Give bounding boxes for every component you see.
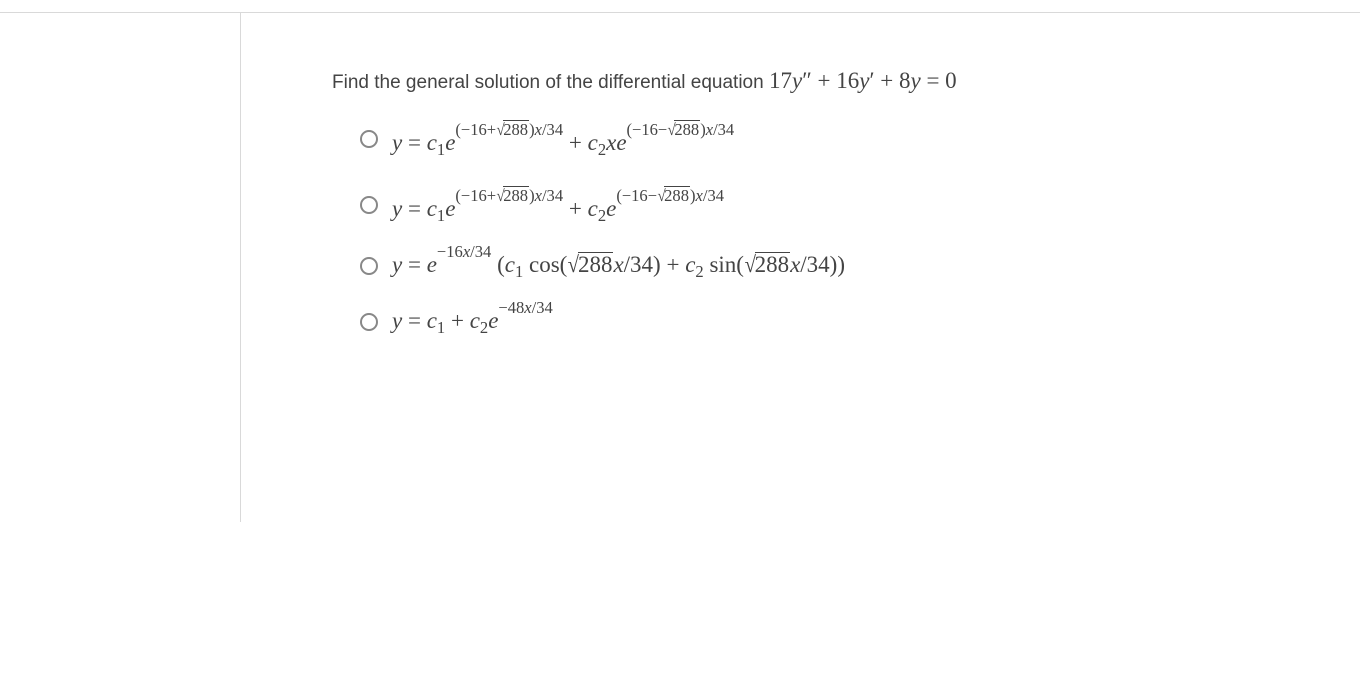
option-c[interactable]: y = e−16x/34 (c1 cos(√288x/34) + c2 sin(… bbox=[360, 252, 1292, 278]
option-d[interactable]: y = c1 + c2e−48x/34 bbox=[360, 308, 1292, 334]
option-a[interactable]: y = c1e(−16+√288)x/34 + c2xe(−16−√288)x/… bbox=[360, 120, 1292, 156]
option-c-math: y = e−16x/34 (c1 cos(√288x/34) + c2 sin(… bbox=[392, 252, 845, 278]
option-a-math: y = c1e(−16+√288)x/34 + c2xe(−16−√288)x/… bbox=[392, 120, 734, 156]
prompt-text: Find the general solution of the differe… bbox=[332, 72, 769, 93]
question-block: Find the general solution of the differe… bbox=[332, 68, 1292, 364]
prompt-equation: 17y″ + 16y′ + 8y = 0 bbox=[769, 68, 957, 93]
options-list: y = c1e(−16+√288)x/34 + c2xe(−16−√288)x/… bbox=[360, 120, 1292, 334]
radio-icon[interactable] bbox=[360, 196, 378, 214]
option-d-math: y = c1 + c2e−48x/34 bbox=[392, 308, 553, 334]
radio-icon[interactable] bbox=[360, 130, 378, 148]
question-prompt: Find the general solution of the differe… bbox=[332, 68, 1292, 94]
option-b[interactable]: y = c1e(−16+√288)x/34 + c2e(−16−√288)x/3… bbox=[360, 186, 1292, 222]
radio-icon[interactable] bbox=[360, 313, 378, 331]
left-divider bbox=[240, 12, 241, 522]
top-divider bbox=[0, 12, 1360, 13]
radio-icon[interactable] bbox=[360, 257, 378, 275]
option-b-math: y = c1e(−16+√288)x/34 + c2e(−16−√288)x/3… bbox=[392, 186, 724, 222]
